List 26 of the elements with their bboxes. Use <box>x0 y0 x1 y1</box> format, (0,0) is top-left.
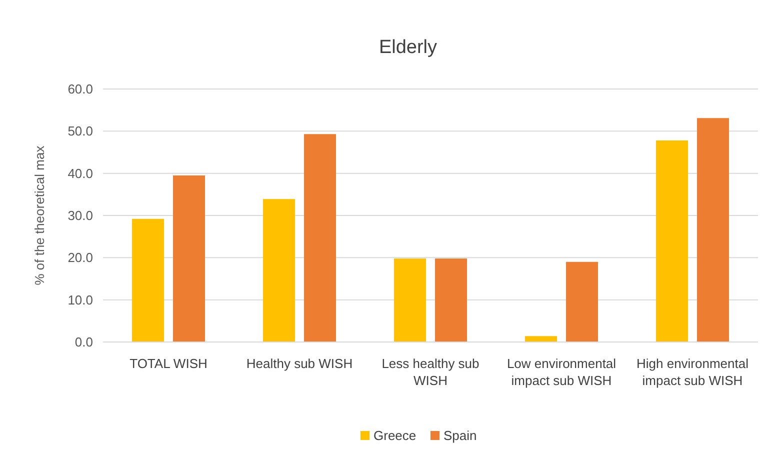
x-tick-label: TOTAL WISH <box>130 356 208 371</box>
bar <box>435 258 467 342</box>
bar <box>656 140 688 342</box>
bar <box>697 118 729 342</box>
y-axis-title: % of the theoretical max <box>32 145 47 286</box>
legend-label: Spain <box>444 428 477 443</box>
bar <box>304 134 336 342</box>
x-tick-label: Less healthy sub WISH <box>382 356 480 388</box>
y-tick-label: 10.0 <box>68 292 93 308</box>
y-tick-label: 30.0 <box>68 208 93 224</box>
x-tick-label: Healthy sub WISH <box>246 356 353 371</box>
bar <box>132 218 164 342</box>
y-tick-label: 50.0 <box>68 124 93 139</box>
y-tick-label: 40.0 <box>68 166 93 181</box>
y-tick-label: 60.0 <box>68 82 93 97</box>
y-tick-label: 0.0 <box>74 334 93 350</box>
chart-title: Elderly <box>378 37 438 58</box>
bar <box>525 336 557 342</box>
x-tick-label: Low environmental impact sub WISH <box>506 356 616 388</box>
bar <box>263 199 295 342</box>
x-tick-label: High environmental impact sub WISH <box>636 356 749 388</box>
bar <box>394 258 426 342</box>
bar <box>173 175 205 342</box>
legend-label: Greece <box>374 428 416 443</box>
y-tick-label: 20.0 <box>68 250 93 266</box>
bar <box>566 262 598 342</box>
